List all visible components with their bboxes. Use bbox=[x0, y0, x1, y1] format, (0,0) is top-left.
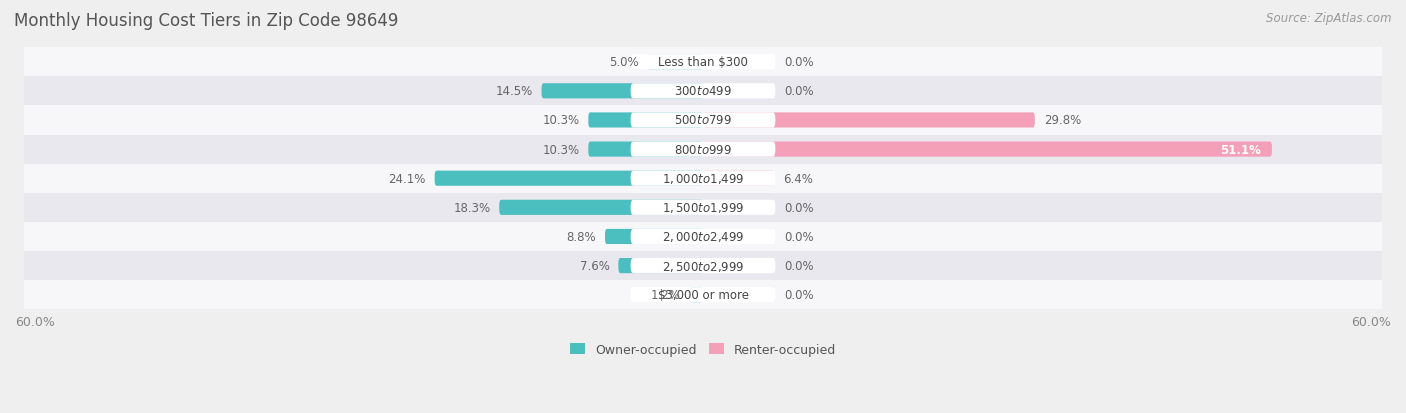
FancyBboxPatch shape bbox=[631, 55, 775, 70]
Text: 29.8%: 29.8% bbox=[1043, 114, 1081, 127]
FancyBboxPatch shape bbox=[588, 142, 703, 157]
Text: 0.0%: 0.0% bbox=[785, 230, 814, 243]
Text: 10.3%: 10.3% bbox=[543, 114, 579, 127]
Text: $500 to $799: $500 to $799 bbox=[673, 114, 733, 127]
FancyBboxPatch shape bbox=[631, 142, 775, 157]
Bar bbox=[24, 252, 1382, 280]
Text: 0.0%: 0.0% bbox=[785, 56, 814, 69]
Text: $800 to $999: $800 to $999 bbox=[673, 143, 733, 156]
Text: Source: ZipAtlas.com: Source: ZipAtlas.com bbox=[1267, 12, 1392, 25]
FancyBboxPatch shape bbox=[499, 200, 703, 216]
Bar bbox=[24, 280, 1382, 309]
FancyBboxPatch shape bbox=[631, 84, 775, 99]
Text: $2,000 to $2,499: $2,000 to $2,499 bbox=[662, 230, 744, 244]
Text: 6.4%: 6.4% bbox=[783, 172, 813, 185]
FancyBboxPatch shape bbox=[689, 287, 703, 303]
Text: $2,500 to $2,999: $2,500 to $2,999 bbox=[662, 259, 744, 273]
Text: 1.2%: 1.2% bbox=[651, 289, 681, 301]
Text: 8.8%: 8.8% bbox=[567, 230, 596, 243]
FancyBboxPatch shape bbox=[631, 259, 775, 273]
Bar bbox=[24, 48, 1382, 77]
FancyBboxPatch shape bbox=[434, 171, 703, 186]
Text: 0.0%: 0.0% bbox=[785, 202, 814, 214]
FancyBboxPatch shape bbox=[619, 259, 703, 273]
FancyBboxPatch shape bbox=[703, 142, 1272, 157]
FancyBboxPatch shape bbox=[703, 113, 1035, 128]
Text: 0.0%: 0.0% bbox=[785, 289, 814, 301]
Text: $1,500 to $1,999: $1,500 to $1,999 bbox=[662, 201, 744, 215]
Text: 51.1%: 51.1% bbox=[1220, 143, 1261, 156]
Legend: Owner-occupied, Renter-occupied: Owner-occupied, Renter-occupied bbox=[565, 338, 841, 361]
Bar bbox=[24, 106, 1382, 135]
Text: 0.0%: 0.0% bbox=[785, 85, 814, 98]
FancyBboxPatch shape bbox=[631, 200, 775, 216]
FancyBboxPatch shape bbox=[631, 287, 775, 303]
Bar bbox=[24, 222, 1382, 252]
Text: $1,000 to $1,499: $1,000 to $1,499 bbox=[662, 172, 744, 186]
Bar bbox=[24, 193, 1382, 222]
FancyBboxPatch shape bbox=[605, 229, 703, 244]
FancyBboxPatch shape bbox=[647, 55, 703, 70]
FancyBboxPatch shape bbox=[631, 171, 775, 186]
FancyBboxPatch shape bbox=[703, 171, 775, 186]
Text: $3,000 or more: $3,000 or more bbox=[658, 289, 748, 301]
Text: 0.0%: 0.0% bbox=[785, 259, 814, 273]
Text: Monthly Housing Cost Tiers in Zip Code 98649: Monthly Housing Cost Tiers in Zip Code 9… bbox=[14, 12, 398, 30]
Bar bbox=[24, 77, 1382, 106]
Text: 7.6%: 7.6% bbox=[579, 259, 609, 273]
FancyBboxPatch shape bbox=[588, 113, 703, 128]
FancyBboxPatch shape bbox=[631, 229, 775, 244]
Text: $300 to $499: $300 to $499 bbox=[673, 85, 733, 98]
Text: 24.1%: 24.1% bbox=[388, 172, 426, 185]
Text: Less than $300: Less than $300 bbox=[658, 56, 748, 69]
Text: 5.0%: 5.0% bbox=[609, 56, 638, 69]
FancyBboxPatch shape bbox=[631, 113, 775, 128]
FancyBboxPatch shape bbox=[541, 84, 703, 99]
Bar bbox=[24, 135, 1382, 164]
Text: 14.5%: 14.5% bbox=[495, 85, 533, 98]
Bar bbox=[24, 164, 1382, 193]
Text: 18.3%: 18.3% bbox=[453, 202, 491, 214]
Text: 10.3%: 10.3% bbox=[543, 143, 579, 156]
